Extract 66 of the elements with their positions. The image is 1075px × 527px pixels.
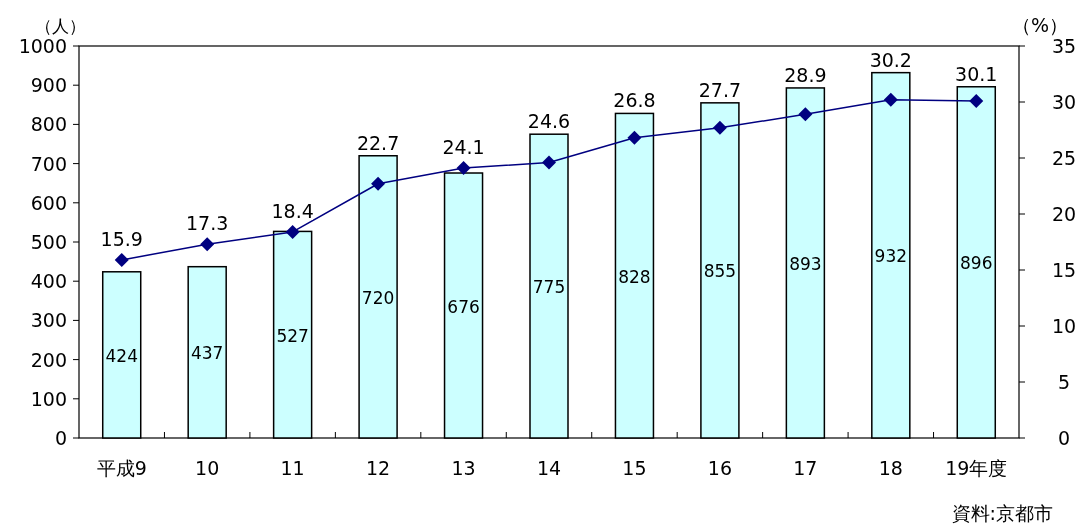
y2-tick-label: 10 bbox=[1051, 315, 1075, 337]
data-label: 15.9 bbox=[100, 227, 143, 250]
x-tick-label: 12 bbox=[366, 457, 391, 479]
data-label: 30.2 bbox=[869, 48, 912, 71]
y2-tick-label: 35 bbox=[1051, 35, 1075, 57]
data-label: 932 bbox=[874, 246, 908, 267]
data-label: 28.9 bbox=[784, 63, 827, 86]
data-label: 527 bbox=[276, 325, 309, 346]
y2-tick-label: 15 bbox=[1051, 259, 1075, 281]
x-tick-label: 16 bbox=[707, 457, 732, 479]
y-tick-label: 900 bbox=[30, 74, 67, 97]
data-label: 18.4 bbox=[271, 199, 314, 222]
point bbox=[627, 130, 642, 145]
y2-tick-label: 20 bbox=[1051, 203, 1075, 225]
data-label: 30.1 bbox=[955, 62, 998, 85]
y2-tick-label: 30 bbox=[1051, 91, 1075, 113]
point bbox=[883, 92, 898, 107]
point bbox=[712, 120, 727, 135]
x-tick-label: 14 bbox=[536, 457, 562, 479]
point bbox=[456, 161, 471, 176]
data-label: 896 bbox=[960, 253, 993, 274]
y-tick-label: 1000 bbox=[18, 35, 67, 57]
y-tick-label: 500 bbox=[30, 231, 67, 253]
point bbox=[542, 155, 556, 170]
y2-tick-label: 25 bbox=[1051, 147, 1075, 169]
y-tick-label: 600 bbox=[30, 191, 67, 214]
x-tick-label: 19年度 bbox=[945, 457, 1008, 479]
data-label: 424 bbox=[105, 345, 138, 366]
text: 資料:京都市 bbox=[951, 502, 1053, 524]
y-tick-label: 200 bbox=[30, 348, 67, 371]
point bbox=[969, 93, 984, 108]
x-tick-label: 17 bbox=[793, 457, 818, 479]
data-label: 828 bbox=[618, 266, 651, 287]
y-tick-label: 700 bbox=[30, 152, 67, 175]
point bbox=[285, 224, 300, 239]
point bbox=[798, 107, 813, 122]
x-tick-label: 13 bbox=[451, 457, 476, 479]
y-tick-label: 400 bbox=[30, 270, 67, 293]
data-label: 17.3 bbox=[186, 212, 229, 235]
data-label: 26.8 bbox=[613, 89, 656, 112]
data-label: 775 bbox=[532, 277, 566, 298]
data-label: 437 bbox=[190, 343, 224, 364]
point bbox=[371, 176, 386, 191]
data-label: 24.1 bbox=[442, 136, 485, 159]
point bbox=[200, 237, 215, 252]
data-label: 22.7 bbox=[356, 131, 400, 154]
data-label: 855 bbox=[703, 261, 737, 282]
x-tick-label: 10 bbox=[195, 457, 220, 479]
y-tick-label: 800 bbox=[30, 113, 67, 136]
data-label: 24.6 bbox=[527, 110, 571, 133]
y-tick-label: 0 bbox=[54, 427, 67, 449]
x-tick-label: 18 bbox=[878, 457, 903, 479]
y-tick-label: 300 bbox=[30, 309, 67, 332]
x-tick-label: 11 bbox=[280, 457, 305, 479]
y2-axis-title: （%） bbox=[1011, 14, 1069, 36]
point bbox=[114, 252, 129, 267]
data-label: 720 bbox=[361, 287, 395, 308]
x-tick-label: 平成9 bbox=[96, 457, 147, 479]
data-label: 893 bbox=[789, 253, 822, 274]
data-label: 27.7 bbox=[698, 78, 742, 101]
data-label: 676 bbox=[447, 296, 480, 317]
x-tick-label: 15 bbox=[622, 457, 647, 479]
y-tick-label: 100 bbox=[30, 387, 67, 410]
y2-tick-label: 5 bbox=[1057, 371, 1071, 393]
y2-tick-label: 0 bbox=[1057, 427, 1071, 449]
y-axis-title: （人） bbox=[34, 16, 86, 36]
